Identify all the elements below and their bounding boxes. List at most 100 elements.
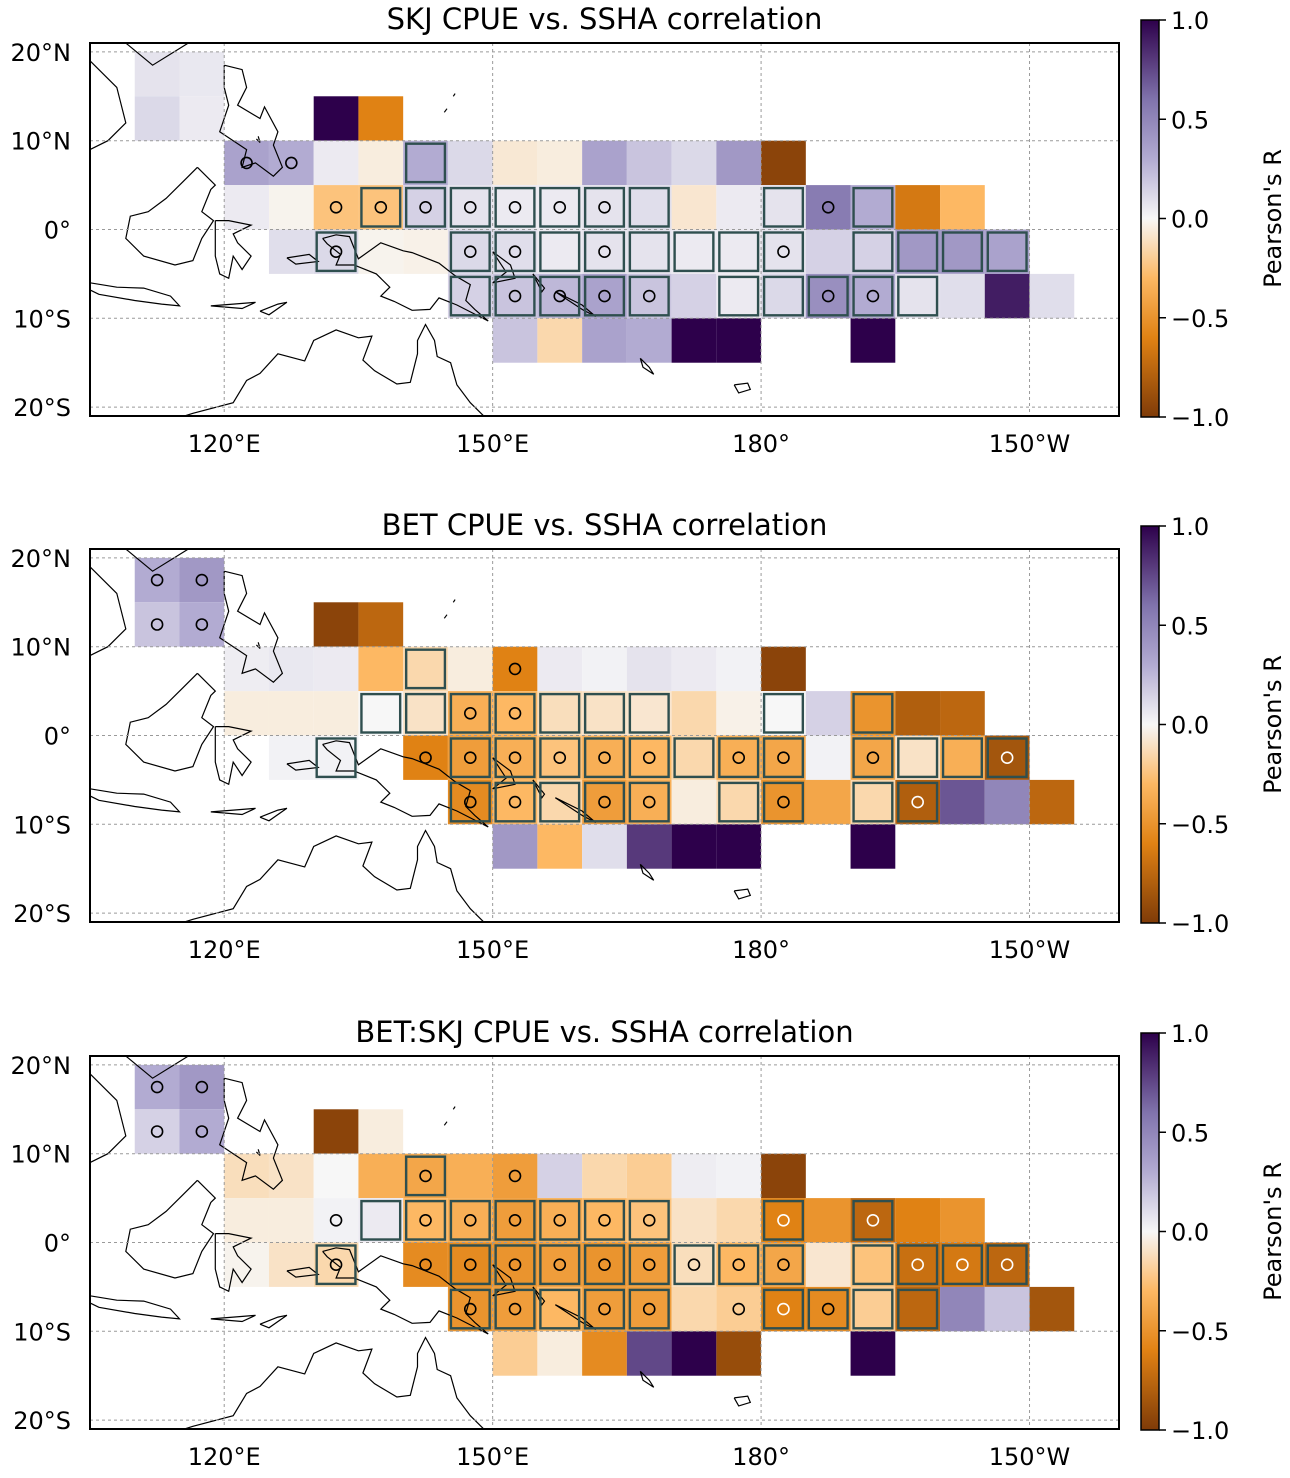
heatmap-cell [984,735,1030,780]
heatmap-cell [537,273,583,319]
y-tick-label: 10°N [11,128,72,156]
heatmap-cell [940,779,985,825]
colorbar-tick-label: 0.0 [1171,206,1209,234]
significance-box [941,231,983,273]
significance-marker [732,1258,746,1272]
heatmap-cell [671,1198,717,1243]
significance-box [583,1244,626,1286]
significance-box [494,275,536,317]
significance-box [449,275,491,317]
heatmap-cell [313,691,359,736]
significance-box [718,231,760,273]
map-panel: BET CPUE vs. SSHA correlation 120°E 150°E 1… [11,508,1288,964]
coastline [218,570,284,683]
heatmap-cell [626,318,672,363]
significance-marker [598,289,611,303]
significance-marker [777,1258,790,1272]
coastline [125,43,189,66]
colorbar-tick-label: 0.0 [1171,712,1209,740]
coastline [218,64,284,177]
significance-box [941,1244,983,1286]
heatmap-cell [358,185,404,230]
x-tick-label: 120°E [188,936,261,964]
significance-marker [463,706,477,720]
heatmap-cell [358,1153,404,1199]
significance-box [539,737,581,779]
x-tick-label: 180° [732,936,790,964]
significance-box [852,1288,894,1330]
heatmap-cell [582,318,627,363]
heatmap-cell [134,96,180,141]
heatmap-cell [268,691,314,736]
heatmap-cell [671,824,717,869]
heatmap-cell [850,318,896,363]
significance-box [583,737,626,779]
significance-marker [777,751,790,765]
significance-marker [553,289,567,303]
coastline [452,599,456,603]
heatmap-cell [895,691,941,736]
coastline [492,757,516,790]
significance-marker [777,795,790,809]
y-tick-label: 10°N [11,634,72,662]
heatmap-cell [134,51,180,97]
significance-box [315,1244,357,1286]
significance-box [852,1199,894,1241]
heatmap-cell [626,735,672,780]
y-tick-label: 0° [44,1230,71,1258]
significance-marker [463,200,477,214]
y-tick-label: 10°S [13,305,71,333]
colorbar-tick-label: 0.5 [1171,1119,1209,1147]
y-tick-label: 10°S [13,811,71,839]
significance-box [449,781,491,823]
heatmap-cell [761,273,806,319]
coastline [255,1149,261,1156]
heatmap-cell [940,1286,985,1332]
significance-box [718,1244,760,1286]
significance-box [807,275,849,317]
heatmap-cell [716,735,762,780]
heatmap-cell [850,1198,896,1243]
significance-box [539,1199,581,1241]
heatmap-cell [492,273,538,319]
coastline [90,60,127,151]
significance-marker [642,1258,656,1272]
heatmap-cell [582,691,627,736]
heatmap-cell [447,229,493,274]
significance-box [897,737,939,779]
plot-area [90,1056,1119,1429]
heatmap-cell [895,735,941,780]
heatmap-cell [447,273,493,319]
significance-marker [508,1213,522,1227]
significance-box [628,275,670,317]
significance-marker [508,1169,522,1183]
significance-box [986,231,1028,273]
significance-marker [1000,751,1014,765]
significance-marker [419,751,432,765]
significance-box [762,231,805,273]
significance-box [807,1288,849,1330]
significance-marker [866,289,880,303]
significance-marker [463,795,477,809]
coastline [90,1336,485,1429]
significance-marker [598,795,611,809]
heatmap-cell [492,779,538,825]
significance-box [628,692,670,734]
coastline [259,1314,288,1329]
significance-marker [777,1213,790,1227]
heatmap-cell [313,602,359,647]
significance-box [494,186,536,228]
coastline [125,549,189,572]
coastline [90,323,485,416]
significance-marker [866,751,880,765]
coastline [322,234,489,322]
x-tick-label: 150°W [989,430,1071,458]
heatmap-cell [134,1064,180,1110]
heatmap-cell [313,646,359,692]
heatmap-cell [313,1242,359,1287]
y-tick-label: 20°N [11,39,72,67]
heatmap-cell [447,779,493,825]
heatmap-cell [761,1242,806,1287]
significance-box [404,186,447,228]
x-tick-label: 150°W [989,936,1071,964]
